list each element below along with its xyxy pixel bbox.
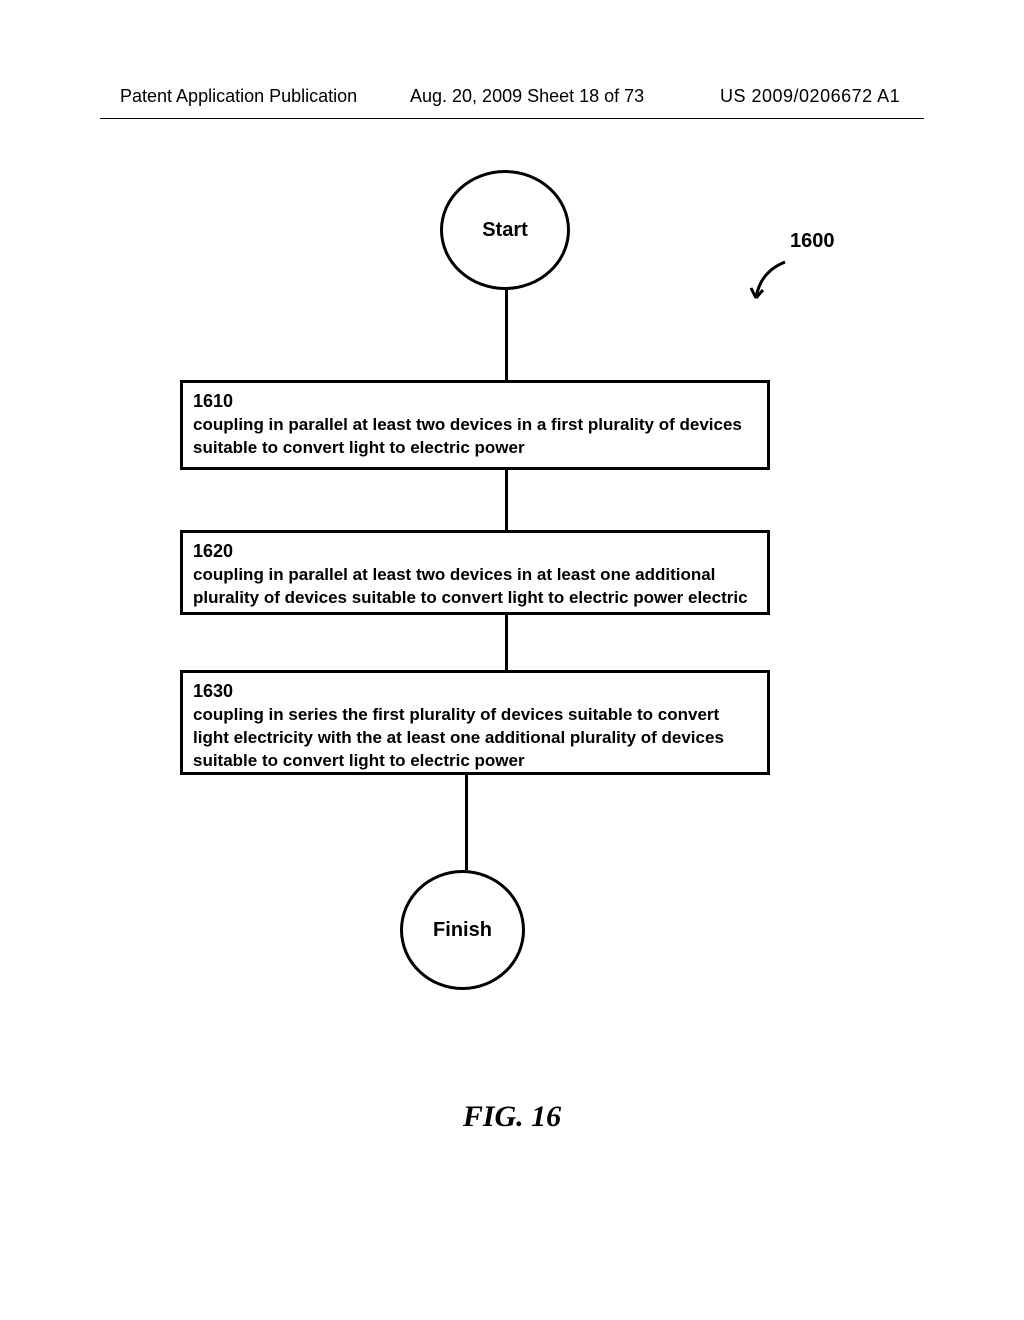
connector-step1-to-step2	[505, 470, 508, 530]
figure-reference-number: 1600	[790, 230, 835, 253]
connector-step3-to-finish	[465, 775, 468, 870]
connector-step2-to-step3	[505, 615, 508, 670]
connector-start-to-step1	[505, 290, 508, 380]
finish-label: Finish	[433, 919, 492, 942]
step-description: coupling in parallel at least two device…	[193, 414, 755, 460]
step-number: 1620	[193, 541, 755, 562]
process-step-1630: 1630 coupling in series the first plural…	[180, 670, 770, 775]
start-terminal: Start	[440, 170, 570, 290]
step-description: coupling in parallel at least two device…	[193, 564, 755, 610]
header-divider	[100, 118, 924, 119]
page-header: Patent Application Publication Aug. 20, …	[0, 86, 1024, 114]
step-description: coupling in series the first plurality o…	[193, 704, 755, 773]
step-number: 1630	[193, 681, 755, 702]
header-date-sheet: Aug. 20, 2009 Sheet 18 of 73	[410, 86, 644, 107]
reference-leader-curve	[740, 260, 800, 310]
figure-caption: FIG. 16	[0, 1100, 1024, 1134]
process-step-1610: 1610 coupling in parallel at least two d…	[180, 380, 770, 470]
finish-terminal: Finish	[400, 870, 525, 990]
header-publication-type: Patent Application Publication	[120, 86, 357, 107]
process-step-1620: 1620 coupling in parallel at least two d…	[180, 530, 770, 615]
patent-figure-page: Patent Application Publication Aug. 20, …	[0, 0, 1024, 1320]
step-number: 1610	[193, 391, 755, 412]
start-label: Start	[482, 219, 528, 242]
header-publication-number: US 2009/0206672 A1	[720, 86, 900, 107]
